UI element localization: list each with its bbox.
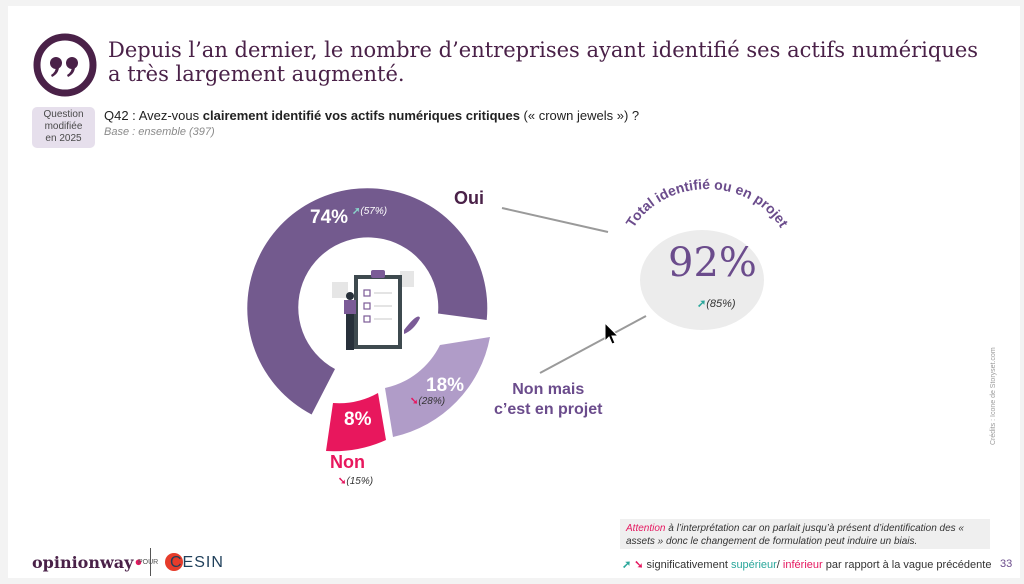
total-pct: 92% bbox=[668, 240, 757, 286]
page-number: 33 bbox=[1000, 558, 1013, 570]
total-prev: ➚(85%) bbox=[697, 297, 736, 310]
connector-line-projet bbox=[539, 315, 647, 374]
legend-suffix: par rapport à la vague précédente bbox=[822, 559, 992, 571]
quote-icon bbox=[33, 33, 97, 97]
prev-projet: ➘(28%) bbox=[410, 396, 445, 407]
pct-non: 8% bbox=[344, 409, 372, 430]
question-suffix: (« crown jewels ») ? bbox=[519, 108, 640, 123]
badge-line: en 2025 bbox=[45, 133, 82, 144]
cesin-text: CESIN bbox=[170, 554, 224, 571]
legend-inf: inférieur bbox=[782, 559, 823, 571]
arrow-down-icon: ➘ bbox=[410, 396, 419, 407]
arrow-up-icon: ➚ bbox=[352, 206, 361, 217]
attention-note: Attention à l’interprétation car on parl… bbox=[620, 519, 990, 549]
arrow-up-icon: ➚ bbox=[697, 298, 707, 310]
prev-oui-value: (57%) bbox=[360, 206, 388, 217]
trend-legend: ➚ ➘ significativement supérieur/ inférie… bbox=[622, 558, 991, 571]
question-text: Q42 : Avez-vous clairement identifié vos… bbox=[104, 108, 639, 123]
legend-prefix: significativement bbox=[643, 559, 731, 571]
total-circle bbox=[640, 230, 764, 330]
label-non: Non bbox=[330, 452, 365, 472]
legend-sup: supérieur bbox=[730, 559, 777, 571]
question-prefix: Q42 : Avez-vous bbox=[104, 108, 203, 123]
prev-non-value: (15%) bbox=[346, 476, 374, 487]
logo-divider bbox=[150, 548, 151, 576]
logo-text: opinionway bbox=[32, 553, 134, 572]
label-projet: Non mais c’est en projet bbox=[494, 380, 602, 420]
arrow-down-icon: ➘ bbox=[634, 559, 644, 571]
connector-line-oui bbox=[501, 207, 609, 233]
segment-non bbox=[326, 393, 386, 452]
segment-oui bbox=[247, 188, 488, 415]
total-prev-value: (85%) bbox=[706, 298, 736, 310]
segment-projet bbox=[385, 337, 490, 437]
arrow-up-icon: ➚ bbox=[622, 559, 632, 571]
headline: Depuis l’an dernier, le nombre d’entrepr… bbox=[108, 38, 979, 86]
attention-word: Attention bbox=[626, 523, 666, 534]
image-credit: Crédits : Icone de Storyset.com bbox=[990, 347, 997, 445]
mouse-cursor-icon bbox=[604, 322, 620, 345]
cesin-logo: CESIN bbox=[165, 553, 224, 572]
pct-oui: 74% bbox=[310, 207, 349, 228]
prev-projet-value: (28%) bbox=[418, 396, 446, 407]
svg-text:Total identifié ou en projet: Total identifié ou en projet bbox=[622, 176, 791, 230]
badge-line: Question bbox=[43, 109, 84, 120]
label-projet-line1: Non mais bbox=[512, 381, 585, 398]
arrow-down-icon: ➘ bbox=[338, 476, 347, 487]
prev-oui: ➚(57%) bbox=[352, 206, 387, 217]
attention-text: à l’interprétation car on parlait jusqu’… bbox=[626, 523, 964, 547]
pct-projet: 18% bbox=[426, 375, 465, 396]
question-bold: clairement identifié vos actifs numériqu… bbox=[202, 108, 520, 123]
legend-slash: / bbox=[776, 559, 783, 571]
prev-non: ➘(15%) bbox=[338, 476, 373, 487]
label-projet-line2: c’est en projet bbox=[494, 401, 603, 418]
clipboard-illustration bbox=[332, 270, 420, 350]
base-text: Base : ensemble (397) bbox=[104, 126, 215, 138]
slide bbox=[8, 6, 1020, 578]
badge-line: modifiée bbox=[44, 121, 83, 132]
logo-pour: POUR bbox=[138, 559, 159, 566]
total-label: Total identifié ou en projet bbox=[622, 176, 791, 230]
question-modified-badge: Question modifiée en 2025 bbox=[32, 107, 95, 148]
opinionway-logo: opinionway• bbox=[32, 553, 144, 572]
label-oui: Oui bbox=[454, 188, 484, 208]
